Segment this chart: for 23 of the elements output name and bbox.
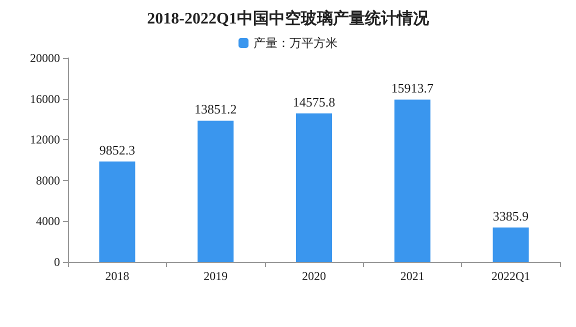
- y-tick-label: 0: [54, 255, 60, 269]
- x-tick-label: 2022Q1: [491, 269, 530, 283]
- data-label: 13851.2: [194, 102, 237, 117]
- y-tick-label: 4000: [36, 214, 60, 228]
- bar: [198, 120, 234, 262]
- data-label: 9852.3: [99, 142, 136, 158]
- chart-title: 2018-2022Q1中国中空玻璃产量统计情况: [147, 10, 430, 28]
- y-tick-label: 12000: [30, 132, 60, 147]
- data-label: 15913.7: [391, 80, 434, 96]
- y-tick-label: 16000: [30, 92, 60, 106]
- data-label: 3385.9: [492, 208, 529, 224]
- x-tick-label: 2018: [105, 269, 130, 283]
- x-tick-label: 2021: [400, 269, 424, 283]
- y-tick-label: 8000: [36, 173, 60, 188]
- bar: [296, 113, 332, 262]
- data-label: 14575.8: [292, 94, 336, 110]
- x-tick-label: 2019: [204, 269, 228, 283]
- y-tick-label: 20000: [30, 51, 60, 65]
- bar: [99, 162, 136, 262]
- x-tick-label: 2020: [302, 269, 326, 283]
- legend-label: 产量：万平方米: [254, 36, 338, 50]
- bar: [394, 100, 430, 262]
- bar: [492, 227, 529, 262]
